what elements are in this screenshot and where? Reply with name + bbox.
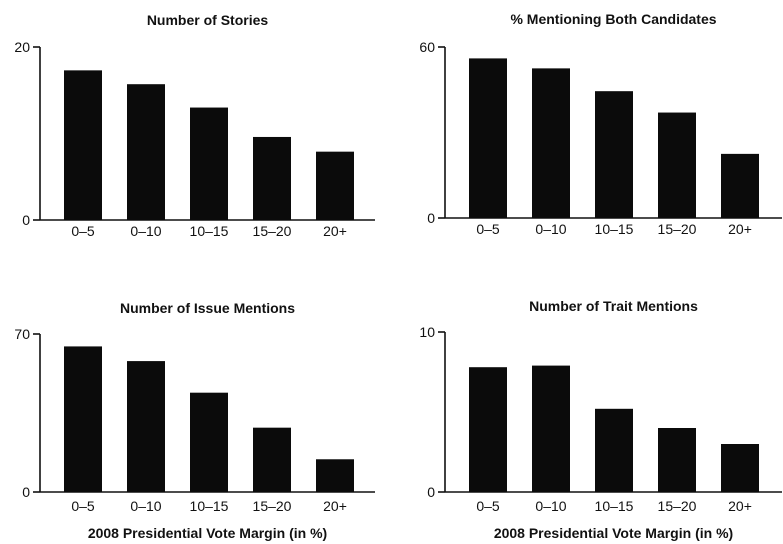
bar-5 (316, 459, 354, 492)
bar-2 (127, 84, 165, 220)
x-tick-label: 20+ (323, 498, 347, 514)
x-tick-label: 0–5 (71, 223, 95, 239)
chart-panel-4: Number of Trait Mentions 10 0 0–5 0–10 10–15 1… (419, 298, 782, 541)
bar-3 (595, 91, 633, 218)
x-tick-label: 15–20 (253, 498, 292, 514)
bar-4 (658, 428, 696, 492)
bar-2 (532, 68, 570, 218)
x-tick-label: 20+ (728, 498, 752, 514)
bar-1 (64, 70, 102, 220)
bar-3 (190, 107, 228, 220)
chart-panel-2: % Mentioning Both Candidates 60 0 0–5 0–10 10… (419, 11, 782, 237)
x-tick-label: 0–10 (130, 223, 161, 239)
chart-panel-1: Number of Stories 20 0 0–5 0–10 10–15 15–20 20+ (14, 12, 375, 239)
bar-4 (253, 136, 291, 220)
x-tick-label: 0–10 (535, 221, 566, 237)
x-tick-label: 15–20 (658, 498, 697, 514)
bar-5 (721, 444, 759, 492)
bar-1 (469, 58, 507, 219)
bar-1 (64, 346, 102, 492)
y-tick-label-top: 60 (419, 39, 435, 55)
x-tick-label: 0–5 (476, 498, 500, 514)
x-tick-label: 0–10 (535, 498, 566, 514)
chart-title: Number of Stories (147, 12, 269, 28)
bar-3 (595, 408, 633, 492)
x-tick-label: 10–15 (595, 498, 634, 514)
x-tick-label: 10–15 (190, 223, 229, 239)
y-tick-label-top: 10 (419, 324, 435, 340)
y-tick-label-zero: 0 (427, 210, 435, 226)
x-axis-title: 2008 Presidential Vote Margin (in %) (88, 525, 327, 541)
chart-title: Number of Trait Mentions (529, 298, 698, 314)
bar-2 (127, 361, 165, 492)
x-tick-label: 0–10 (130, 498, 161, 514)
x-tick-label: 0–5 (476, 221, 500, 237)
bar-1 (469, 367, 507, 492)
bar-2 (532, 365, 570, 492)
x-tick-label: 20+ (323, 223, 347, 239)
bar-4 (658, 112, 696, 218)
y-tick-label-top: 70 (14, 326, 30, 342)
bar-5 (316, 151, 354, 220)
x-tick-label: 10–15 (595, 221, 634, 237)
bar-3 (190, 392, 228, 492)
x-tick-label: 20+ (728, 221, 752, 237)
chart-title: % Mentioning Both Candidates (510, 11, 716, 27)
x-tick-label: 15–20 (658, 221, 697, 237)
chart-panel-3: Number of Issue Mentions 70 0 0–5 0–10 10–15 1… (14, 300, 375, 541)
x-tick-label: 10–15 (190, 498, 229, 514)
bar-4 (253, 427, 291, 492)
x-tick-label: 0–5 (71, 498, 95, 514)
y-tick-label-top: 20 (14, 39, 30, 55)
bar-5 (721, 153, 759, 218)
y-tick-label-zero: 0 (22, 484, 30, 500)
y-tick-label-zero: 0 (22, 212, 30, 228)
x-axis-title: 2008 Presidential Vote Margin (in %) (494, 525, 733, 541)
y-tick-label-zero: 0 (427, 484, 435, 500)
chart-title: Number of Issue Mentions (120, 300, 295, 316)
x-tick-label: 15–20 (253, 223, 292, 239)
